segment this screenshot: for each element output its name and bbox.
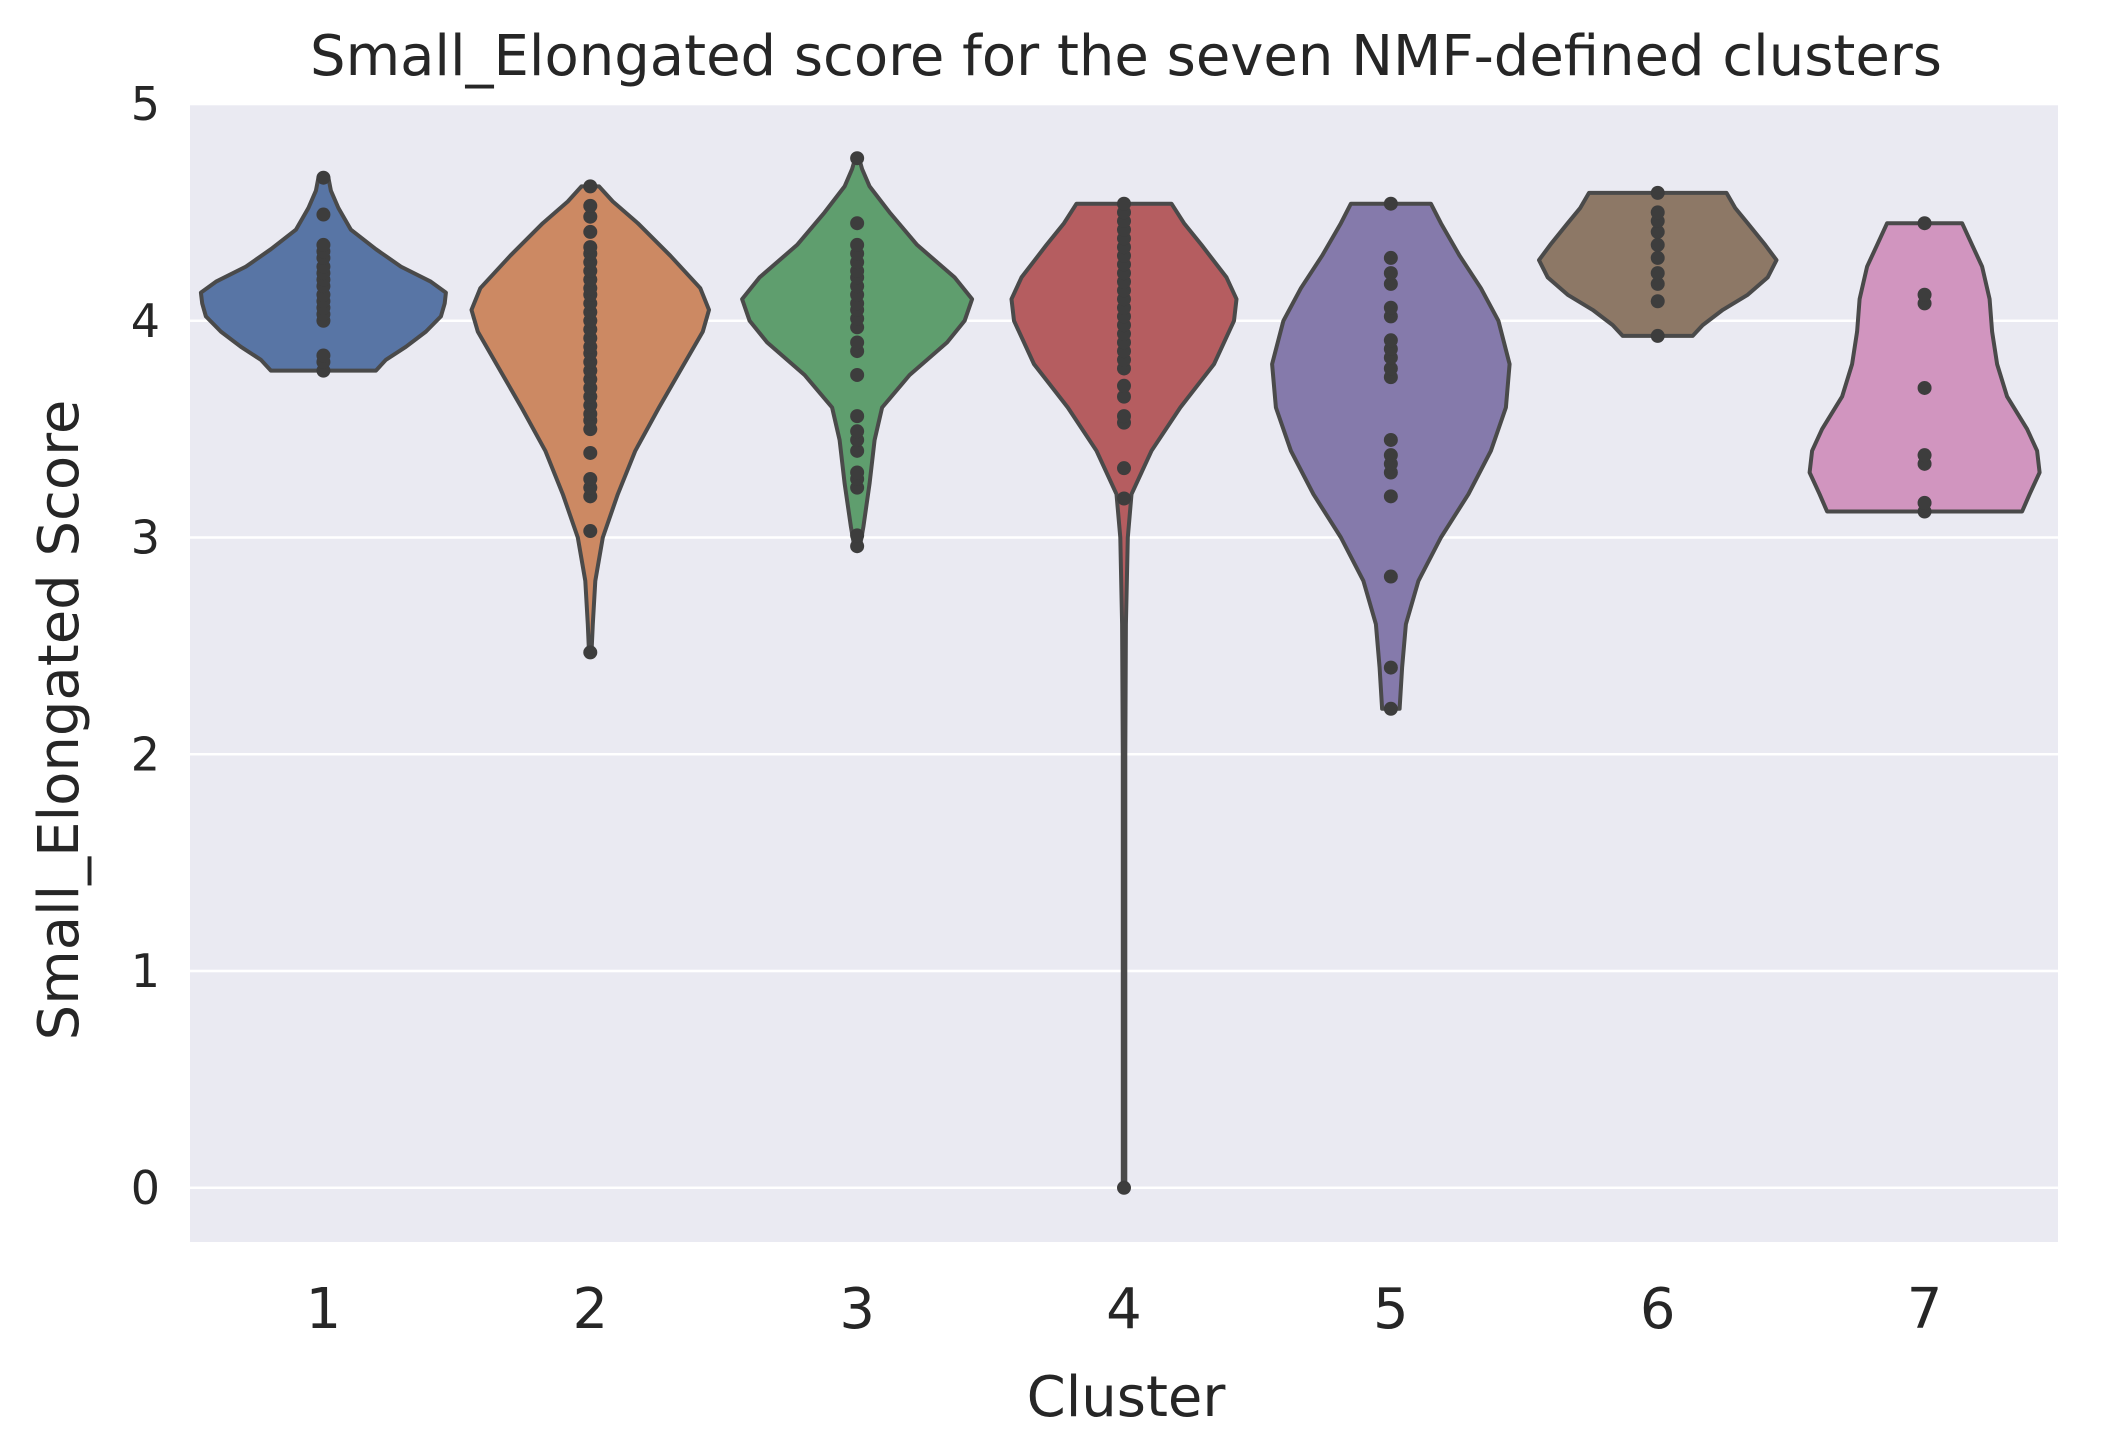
data-point <box>316 348 331 363</box>
violin-cluster-1 <box>198 170 448 378</box>
y-tick-label: 4 <box>131 294 160 348</box>
data-point <box>1383 333 1398 348</box>
y-tick-label: 5 <box>131 77 160 131</box>
data-point <box>1917 495 1932 510</box>
data-point <box>1917 287 1932 302</box>
data-point <box>1383 300 1398 315</box>
violin-cluster-4 <box>1009 196 1239 1195</box>
data-point <box>1650 328 1665 343</box>
y-tick-label: 2 <box>131 727 160 781</box>
data-point <box>583 645 598 660</box>
data-point <box>850 335 865 350</box>
x-axis-label: Cluster <box>1027 1365 1227 1430</box>
y-tick-label: 1 <box>131 944 160 998</box>
data-point <box>850 443 865 458</box>
data-point <box>1117 409 1131 424</box>
data-point <box>850 528 865 543</box>
data-point <box>316 207 331 222</box>
x-tick-label: 3 <box>839 1277 875 1342</box>
chart-title: Small_Elongated score for the seven NMF-… <box>310 24 1942 89</box>
data-point <box>850 424 865 439</box>
y-axis-label: Small_Elongated Score <box>27 400 92 1041</box>
data-point <box>1383 660 1398 675</box>
data-point <box>1383 489 1398 504</box>
violin-cluster-2 <box>469 179 711 660</box>
data-point <box>1383 448 1398 463</box>
data-point <box>1383 276 1398 291</box>
data-point <box>316 237 331 252</box>
data-point <box>850 465 865 480</box>
violin-body <box>1807 221 2042 514</box>
y-tick-label: 3 <box>131 511 160 565</box>
violin-cluster-7 <box>1807 216 2042 519</box>
data-point <box>1917 216 1932 231</box>
data-point <box>583 198 598 213</box>
y-tick-label: 0 <box>131 1161 160 1215</box>
data-point <box>1917 380 1932 395</box>
data-point <box>316 170 331 185</box>
data-point <box>583 524 598 539</box>
data-point <box>850 539 865 554</box>
data-point <box>1650 224 1665 239</box>
x-tick-label: 4 <box>1106 1277 1142 1342</box>
data-point <box>583 445 598 460</box>
data-point <box>1650 205 1665 220</box>
data-point <box>1117 1180 1131 1195</box>
data-point <box>583 471 598 486</box>
data-point <box>1650 250 1665 265</box>
data-point <box>583 240 598 255</box>
data-point <box>1117 461 1131 476</box>
x-tick-label: 5 <box>1373 1277 1409 1342</box>
data-point <box>850 237 865 252</box>
data-point <box>1917 448 1932 463</box>
violin-cluster-5 <box>1270 196 1512 716</box>
data-point <box>1383 266 1398 281</box>
data-point <box>1383 701 1398 716</box>
data-point <box>1383 361 1398 376</box>
x-tick-label: 2 <box>572 1277 608 1342</box>
violin-cluster-3 <box>740 151 975 554</box>
data-point <box>1117 196 1131 211</box>
y-tick-labels: 0 1 2 3 4 5 <box>131 77 160 1215</box>
violins <box>198 151 2042 1195</box>
data-point <box>1117 389 1131 404</box>
data-point <box>850 151 865 166</box>
data-point <box>850 409 865 424</box>
violin-cluster-6 <box>1537 185 1779 343</box>
data-point <box>583 179 598 194</box>
data-point <box>1383 569 1398 584</box>
data-point <box>1117 491 1131 506</box>
data-point <box>1650 185 1665 200</box>
x-tick-label: 1 <box>306 1277 342 1342</box>
data-point <box>583 224 598 239</box>
data-point <box>1650 276 1665 291</box>
data-point <box>1383 250 1398 265</box>
data-point <box>1117 378 1131 393</box>
data-point <box>1383 432 1398 447</box>
data-point <box>850 367 865 382</box>
x-tick-label: 6 <box>1640 1277 1676 1342</box>
data-point <box>1650 237 1665 252</box>
x-tick-labels: 1 2 3 4 5 6 7 <box>306 1277 1943 1342</box>
data-point <box>1650 266 1665 281</box>
data-point <box>583 209 598 224</box>
data-point <box>1650 294 1665 309</box>
violin-body <box>1009 201 1239 1190</box>
data-point <box>850 216 865 231</box>
x-tick-label: 7 <box>1907 1277 1943 1342</box>
data-point <box>1383 196 1398 211</box>
